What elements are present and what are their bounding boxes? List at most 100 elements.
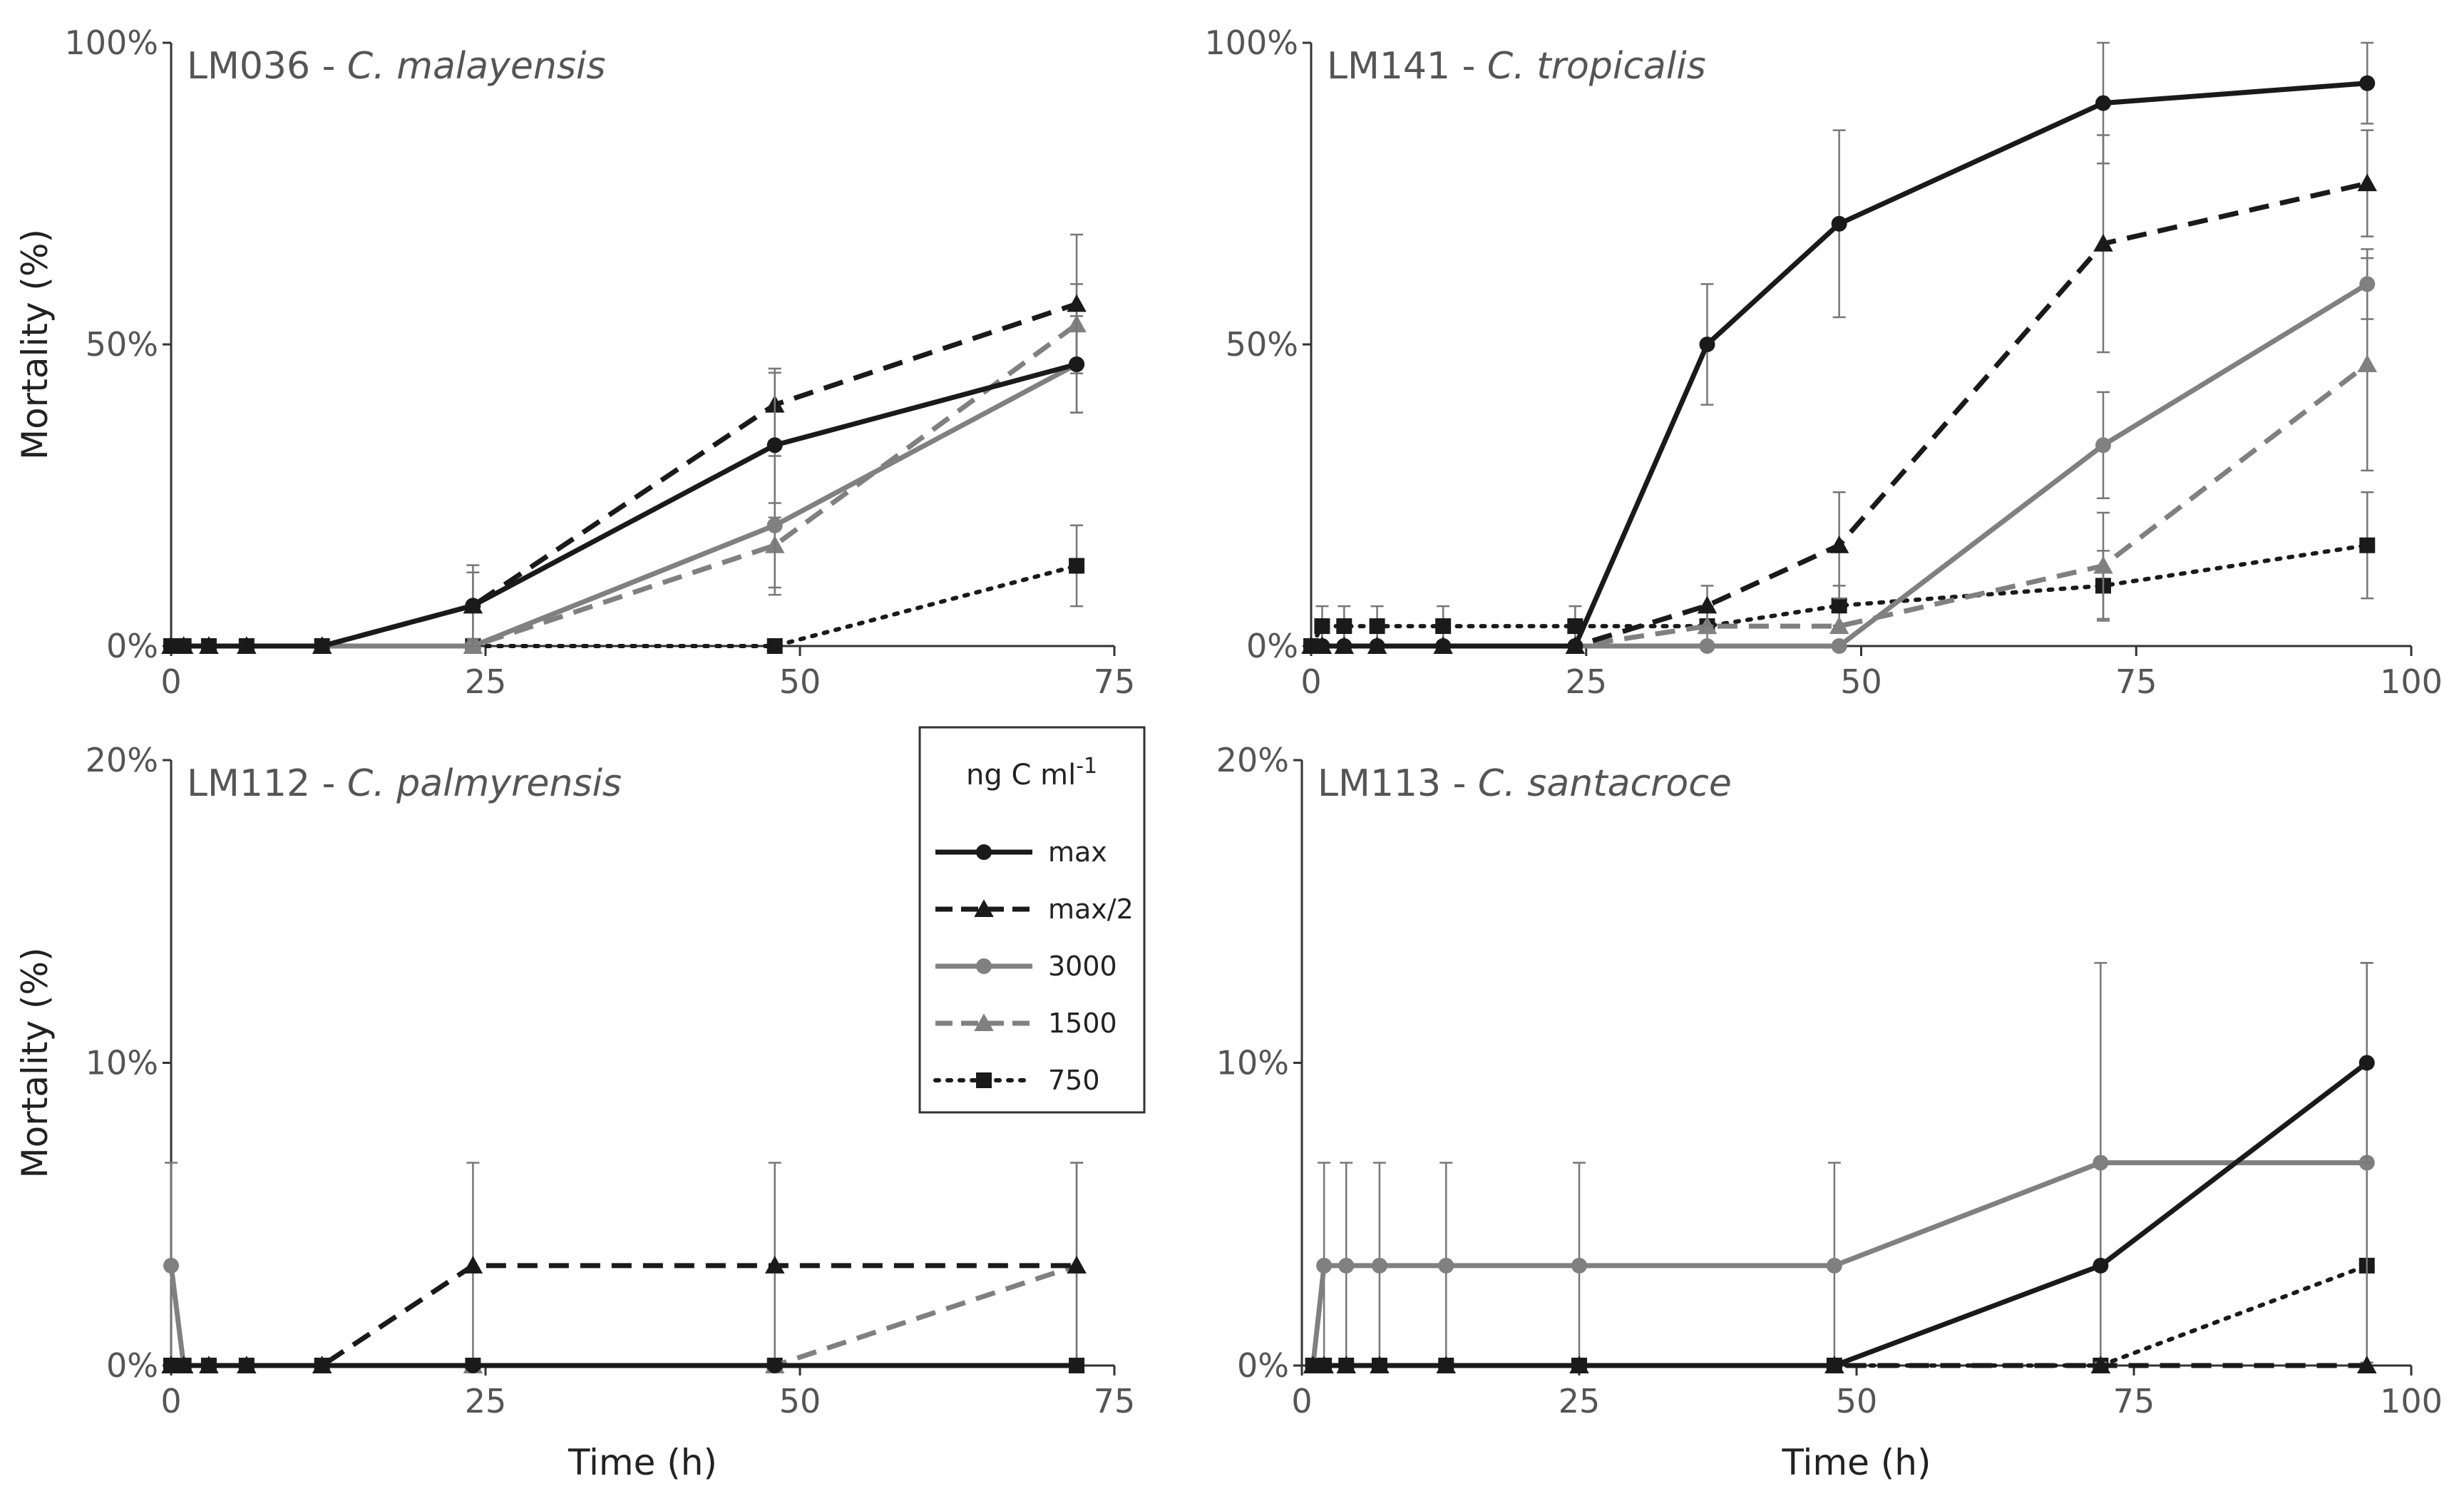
series-max-marker: [1571, 1358, 1587, 1373]
y-tick-label: 20%: [1216, 741, 1289, 779]
legend-label: 3000: [1048, 951, 1117, 982]
legend-swatch-marker: [974, 1013, 994, 1031]
x-tick-label: 0: [1300, 662, 1321, 701]
series-750-marker: [1069, 558, 1085, 574]
x-tick-label: 25: [465, 1382, 507, 1420]
series-max-half2-marker: [2090, 1356, 2111, 1373]
series-max-marker: [766, 1358, 783, 1373]
series-max-line: [1313, 1060, 2368, 1368]
legend-label: 1500: [1048, 1008, 1117, 1039]
legend-label: 750: [1048, 1065, 1100, 1096]
series-max-marker: [1831, 215, 1847, 232]
y-tick-label: 0%: [1246, 627, 1298, 665]
series-max-marker: [1369, 638, 1385, 654]
series-max-marker: [2095, 95, 2111, 111]
legend: ng C ml-1 max max/2 3000 1500 750: [918, 726, 1146, 1114]
series-750-line: [169, 563, 1079, 648]
series-750-marker: [2359, 537, 2376, 553]
legend-swatch-marker: [974, 899, 994, 917]
series-max-marker: [465, 1358, 481, 1373]
x-axis-label: Time (h): [1782, 1442, 1931, 1483]
series-750-line: [1309, 543, 2370, 648]
series-max-marker: [238, 1358, 255, 1373]
series-max-marker: [163, 1358, 179, 1373]
series-max-marker: [2359, 75, 2376, 91]
series-1500-line: [171, 1263, 1078, 1368]
x-tick-label: 0: [160, 662, 181, 701]
x-tick-label: 75: [1094, 662, 1136, 701]
series-750: [163, 524, 1085, 654]
series-max-marker: [465, 598, 481, 614]
series-max-marker: [1371, 1358, 1387, 1373]
series-max-half2-marker: [2357, 173, 2378, 192]
series-max: [1305, 962, 2375, 1373]
series-750: [1305, 1257, 2375, 1373]
legend-title: ng C ml-1: [966, 754, 1097, 792]
series-3000-marker: [1826, 1257, 1842, 1274]
series-max-half2-marker: [1697, 595, 1718, 614]
x-axis-label: Time (h): [568, 1442, 717, 1483]
series-1500-marker: [2357, 354, 2378, 372]
series-max-marker: [1316, 1358, 1333, 1373]
series-max-marker: [1314, 638, 1330, 654]
panel-title: LM113 - C. santacroce: [1318, 762, 1732, 805]
series-max-marker: [1699, 337, 1715, 352]
x-tick-label: 50: [1836, 1382, 1878, 1420]
chart-panel-4: 0% 10% 20% 0 25 50 75 100 LM113 - C. santacroce T…: [1216, 741, 2443, 1483]
x-tick-label: 50: [779, 662, 821, 701]
y-tick-label: 100%: [64, 24, 158, 62]
series-750-marker: [1567, 618, 1583, 635]
series-max-half2-marker: [2093, 233, 2113, 252]
series-750-marker: [1369, 618, 1385, 635]
series-750-marker: [1314, 618, 1330, 635]
y-axis-label: Mortality (%): [14, 948, 56, 1179]
series-max: [163, 1358, 1085, 1373]
x-tick-label: 0: [1291, 1382, 1312, 1420]
legend-entry-3000: 3000: [935, 951, 1117, 982]
series-max-marker: [175, 638, 192, 654]
series-3000: [163, 314, 1085, 654]
series-max-marker: [175, 1358, 192, 1373]
series-3000: [1305, 962, 2375, 1373]
series-max-marker: [1435, 638, 1452, 654]
x-tick-label: 25: [1565, 662, 1607, 701]
series-max-marker: [1305, 1358, 1321, 1373]
x-tick-label: 100: [2380, 662, 2443, 701]
series-max: [1303, 41, 2376, 654]
legend-swatch-marker: [976, 844, 992, 860]
series-max-marker: [1567, 638, 1583, 654]
panel-title: LM112 - C. palmyrensis: [187, 762, 622, 805]
series-max-half2-marker: [1067, 294, 1087, 312]
series-max-marker: [314, 638, 330, 654]
series-1500-line: [171, 322, 1079, 649]
y-tick-label: 0%: [1237, 1346, 1289, 1385]
series-max-marker: [314, 1358, 330, 1373]
y-tick-label: 10%: [1216, 1044, 1289, 1082]
series-max-marker: [1338, 1358, 1355, 1373]
x-tick-label: 75: [2115, 662, 2157, 701]
series-3000-marker: [1438, 1257, 1454, 1274]
series-750-line: [1310, 1263, 2369, 1368]
legend-entry-750: 750: [933, 1065, 1100, 1096]
legend-swatch-marker: [976, 1072, 992, 1088]
series-max-half2: [161, 1162, 1087, 1373]
x-tick-label: 75: [2113, 1382, 2155, 1420]
series-max-half2-line: [171, 301, 1078, 649]
series-max-half2-marker: [764, 1256, 785, 1274]
series-max-half2-marker: [1829, 535, 1849, 553]
series-max-line: [1311, 81, 2368, 649]
series-1500-marker: [2093, 555, 2113, 574]
series-750-marker: [1435, 618, 1452, 635]
legend-label: max/2: [1048, 893, 1134, 925]
series-max-half2: [161, 233, 1087, 654]
series-1500-marker: [1829, 616, 1849, 635]
series-max-marker: [1303, 638, 1319, 654]
series-3000-marker: [1316, 1257, 1333, 1274]
series-max-marker: [1826, 1358, 1842, 1373]
series-3000-marker: [2359, 276, 2376, 292]
series-3000-marker: [1831, 638, 1847, 654]
panel-title: LM036 - C. malayensis: [187, 45, 605, 88]
series-max-half2-marker: [1067, 1256, 1087, 1274]
legend-label: max: [1048, 836, 1107, 868]
series-3000-marker: [163, 1257, 179, 1274]
